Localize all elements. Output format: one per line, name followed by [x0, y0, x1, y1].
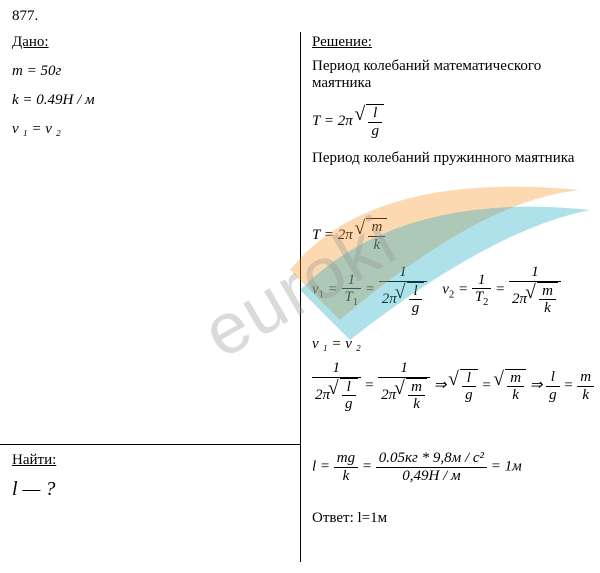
- arrow-icon: ⇒: [530, 378, 546, 394]
- find-separator: [0, 444, 300, 445]
- calc-den: 0,49Н / м: [376, 468, 487, 485]
- k: k: [539, 300, 556, 317]
- page: 877. Дано: m = 50г k = 0.49Н / м ν ₁ = ν…: [0, 0, 600, 573]
- problem-number: 877.: [12, 8, 38, 25]
- nu1: ν: [312, 282, 319, 298]
- given-m: m = 50г: [12, 58, 95, 85]
- l: l: [462, 370, 476, 388]
- given-heading: Дано:: [12, 34, 49, 51]
- frac-num: m: [368, 219, 385, 237]
- l: l: [546, 369, 560, 387]
- g: g: [409, 300, 423, 317]
- eq: =: [365, 282, 379, 298]
- k: k: [507, 387, 524, 404]
- m: m: [539, 283, 556, 301]
- nu2: ν: [442, 282, 449, 298]
- calc-num: 0.05кг * 9,8м / с²: [376, 450, 487, 468]
- one: 1: [509, 264, 561, 282]
- sqrt-icon: m k: [356, 218, 387, 253]
- find-heading: Найти:: [12, 452, 56, 469]
- formula-lhs: T = 2π: [312, 227, 353, 243]
- sqrt-icon: mk: [495, 369, 526, 404]
- sub2: 2: [449, 290, 454, 301]
- calc-line: l = mg k = 0.05кг * 9,8м / с² 0,49Н / м …: [312, 450, 592, 484]
- frac-num: l: [368, 105, 382, 123]
- sqrt-icon: l g: [356, 104, 384, 139]
- solution-text-2: Период колебаний пружинного маятника: [312, 150, 592, 167]
- find-question: l — ?: [12, 478, 55, 501]
- sqrt-icon: lg: [397, 282, 425, 317]
- k: k: [334, 468, 358, 485]
- m: m: [577, 369, 594, 387]
- l-lhs: l =: [312, 458, 334, 474]
- sub1b: 1: [353, 297, 358, 308]
- k: k: [408, 396, 425, 413]
- m: m: [408, 379, 425, 397]
- frac-den: g: [368, 123, 382, 140]
- formula-period-math: T = 2π l g: [312, 104, 592, 139]
- given-k: k = 0.49Н / м: [12, 87, 95, 114]
- sqrt-icon: mk: [527, 282, 558, 317]
- sqrt-icon: mk: [396, 378, 427, 413]
- k: k: [577, 387, 594, 404]
- formula-period-spring: T = 2π m k: [312, 218, 592, 253]
- answer-line: Ответ: l=1м: [312, 510, 592, 527]
- l: l: [409, 283, 423, 301]
- l: l: [342, 379, 356, 397]
- sub2b: 2: [483, 297, 488, 308]
- frac-den: k: [368, 237, 385, 254]
- sqrt-icon: lg: [330, 378, 358, 413]
- g: g: [546, 387, 560, 404]
- T: T: [475, 289, 483, 305]
- derivation-line: 1 2πlg = 1 2πmk ⇒ lg = mk ⇒ lg = mk: [312, 360, 592, 413]
- sub1: 1: [319, 290, 324, 301]
- vertical-separator: [300, 32, 301, 562]
- mg: mg: [334, 450, 358, 468]
- sqrt-icon: lg: [450, 369, 478, 404]
- one: 1: [472, 272, 492, 290]
- given-nu: ν ₁ = ν ₂: [12, 116, 95, 143]
- solution-heading: Решение:: [312, 34, 372, 51]
- one: 1: [379, 264, 428, 282]
- nu-equal-line: ν ₁ = ν ₂: [312, 336, 592, 353]
- given-block: m = 50г k = 0.49Н / м ν ₁ = ν ₂: [12, 58, 95, 145]
- formula-lhs: T = 2π: [312, 113, 353, 129]
- eq: =: [495, 282, 509, 298]
- eq: =: [458, 282, 472, 298]
- one: 1: [312, 360, 361, 378]
- one: 1: [378, 360, 430, 378]
- T: T: [345, 289, 353, 305]
- eq: =: [563, 378, 577, 394]
- nu-definitions: ν1 = 1 T1 = 1 2πlg ν2 = 1 T2 = 1 2πmk: [312, 264, 592, 317]
- eq: =: [362, 458, 376, 474]
- eq: =: [364, 378, 378, 394]
- eq: =: [328, 282, 342, 298]
- g: g: [342, 396, 356, 413]
- calc-result: = 1м: [491, 458, 522, 474]
- g: g: [462, 387, 476, 404]
- one: 1: [342, 272, 362, 290]
- m: m: [507, 370, 524, 388]
- solution-text-1: Период колебаний математического маятник…: [312, 58, 592, 92]
